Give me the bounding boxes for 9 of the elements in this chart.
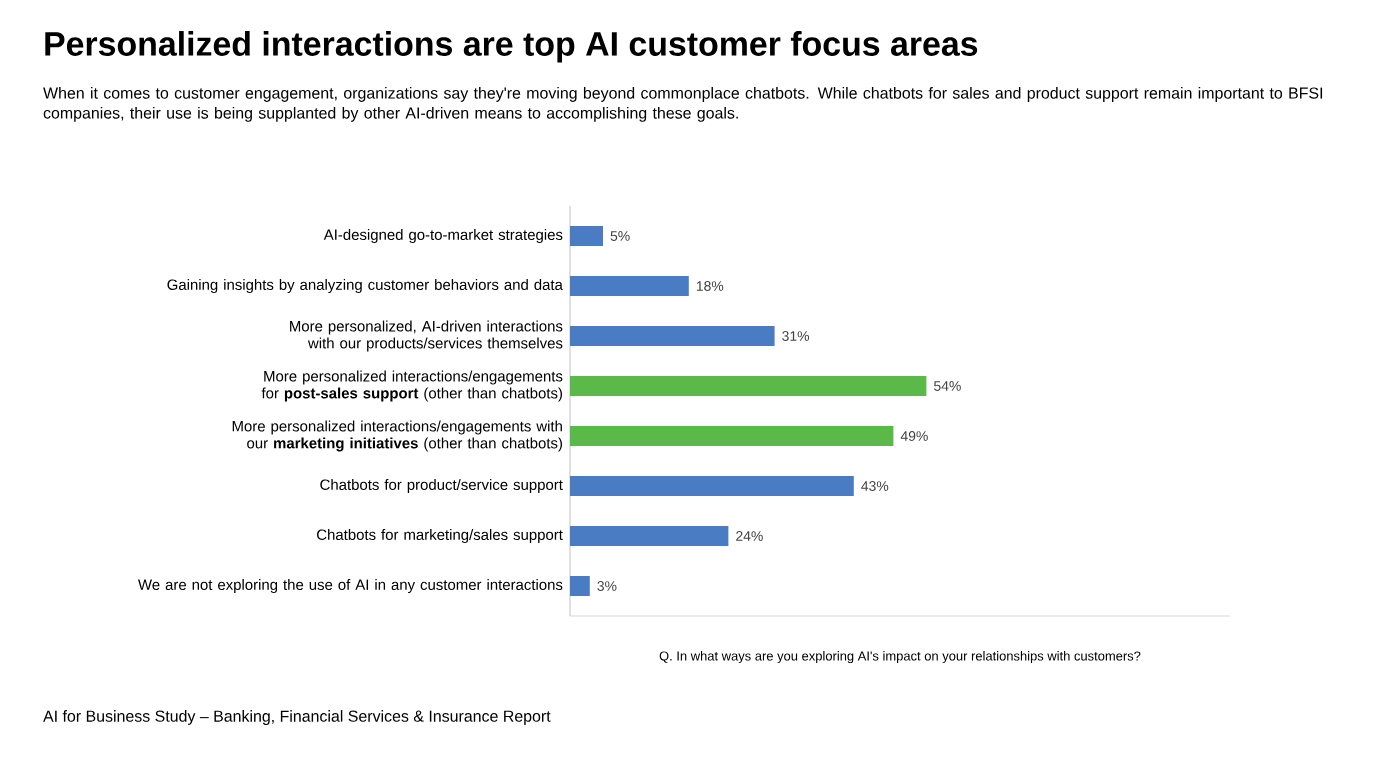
bar	[570, 576, 590, 596]
bar	[570, 476, 854, 497]
bar	[570, 326, 775, 347]
bar	[570, 376, 927, 397]
bar	[570, 226, 603, 247]
bar	[570, 526, 729, 546]
bar	[570, 276, 689, 297]
chart-title: Personalized interactions are top AI customer focus areas	[45, 31, 978, 63]
bar	[570, 426, 894, 447]
